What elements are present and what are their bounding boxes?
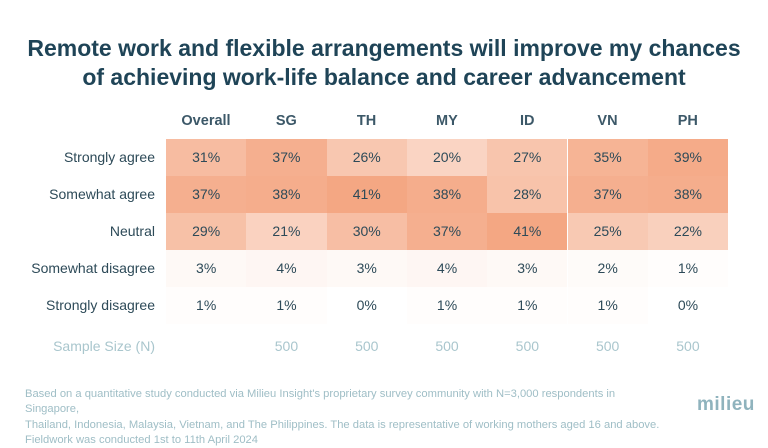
heatmap-cell: 0% — [647, 287, 729, 324]
heatmap-cell: 35% — [567, 139, 648, 176]
methodology-note: Based on a quantitative study conducted … — [25, 387, 665, 448]
note-line-3: Fieldwork was conducted 1st to 11th Apri… — [25, 433, 258, 446]
heatmap-cell: 38% — [246, 176, 327, 213]
heatmap-cell: 31% — [166, 139, 247, 176]
heatmap-cell: 30% — [326, 213, 407, 250]
row-label: Somewhat disagree — [31, 260, 155, 276]
milieu-logo: milieu — [697, 394, 755, 415]
sample-size-value: 500 — [274, 338, 299, 354]
heatmap-cell: 26% — [326, 139, 407, 176]
row-label: Somewhat agree — [49, 186, 155, 202]
heatmap-cell: 3% — [326, 250, 407, 287]
heatmap-cell: 41% — [487, 213, 568, 250]
column-header-ph: PH — [677, 113, 698, 129]
heatmap-cell: 22% — [647, 213, 729, 250]
row-label: Strongly agree — [63, 149, 155, 165]
heatmap-cell: 27% — [487, 139, 568, 176]
heatmap-cell: 1% — [246, 287, 327, 324]
column-header-sg: SG — [275, 113, 297, 129]
row-label: Strongly disagree — [46, 297, 155, 313]
column-header-my: MY — [436, 113, 458, 129]
heatmap-cell: 29% — [166, 213, 247, 250]
heatmap-cell: 21% — [246, 213, 327, 250]
sample-size-value — [166, 328, 246, 365]
column-header-vn: VN — [597, 113, 618, 129]
heatmap-cell: 20% — [406, 139, 488, 176]
heatmap-cell: 1% — [567, 287, 648, 324]
title-line-1: Remote work and flexible arrangements wi… — [27, 35, 741, 61]
sample-size-value: 500 — [595, 338, 620, 354]
heatmap-cell: 38% — [647, 176, 729, 213]
column-header-th: TH — [356, 113, 377, 129]
heatmap-cell: 4% — [406, 250, 488, 287]
heatmap-cell: 1% — [166, 287, 247, 324]
note-line-1: Based on a quantitative study conducted … — [25, 388, 616, 416]
row-label: Neutral — [109, 223, 155, 239]
heatmap-cell: 38% — [406, 176, 488, 213]
heatmap-cell: 1% — [406, 287, 488, 324]
heatmap-cell: 4% — [246, 250, 327, 287]
note-line-2: Thailand, Indonesia, Malaysia, Vietnam, … — [25, 418, 660, 431]
column-header-id: ID — [519, 113, 535, 129]
heatmap-cell: 25% — [567, 213, 648, 250]
heatmap-cell: 41% — [326, 176, 407, 213]
heatmap-cell: 1% — [647, 250, 729, 287]
sample-size-label: Sample Size (N) — [53, 338, 155, 354]
heatmap-cell: 3% — [487, 250, 568, 287]
sample-size-value: 500 — [676, 338, 700, 354]
chart-title: Remote work and flexible arrangements wi… — [0, 34, 768, 92]
column-header-overall: Overall — [181, 113, 231, 129]
heatmap-cell: 39% — [647, 139, 729, 176]
heatmap-cell: 37% — [166, 176, 247, 213]
heatmap-cell: 2% — [567, 250, 648, 287]
sample-size-value: 500 — [515, 338, 540, 354]
heatmap-cell: 37% — [246, 139, 327, 176]
sample-size-value: 500 — [355, 338, 379, 354]
heatmap-cell: 1% — [487, 287, 568, 324]
heatmap-cell: 37% — [567, 176, 648, 213]
heatmap-cell: 37% — [406, 213, 488, 250]
heatmap-cell: 28% — [487, 176, 568, 213]
heatmap-cell: 3% — [166, 250, 247, 287]
heatmap-cell: 0% — [326, 287, 407, 324]
title-line-2: of achieving work-life balance and caree… — [82, 64, 686, 90]
sample-size-value: 500 — [435, 338, 459, 354]
